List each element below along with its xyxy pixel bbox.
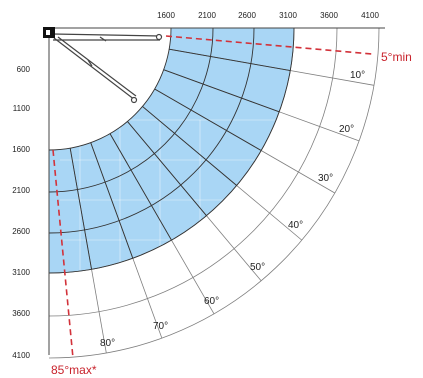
y-tick: 3600 [12,309,30,318]
angle-label: 50° [250,262,265,273]
y-tick: 1600 [12,145,30,154]
band-radial [90,142,134,259]
band-arc [48,27,295,274]
y-tick: 4100 [12,351,30,360]
band-radial [109,133,172,241]
angle-labels: 10° 20° 30° 40° 50° 60° 70° 80° [100,70,365,349]
band-radial [69,148,92,270]
x-tick: 3600 [320,11,338,20]
angle-label: 40° [288,220,303,231]
max-angle-label: 85°max* [51,363,97,377]
band-arc [48,27,255,234]
band-light-grid [60,119,290,270]
y-tick: 1100 [13,104,31,113]
reach-band [49,28,294,273]
y-tick: 600 [17,65,31,74]
angle-label: 80° [100,338,115,349]
min-angle-limit-line [165,35,373,55]
min-angle-label: 5°min [381,50,412,64]
x-axis-ticks: 1600 2100 2600 3100 3600 4100 [157,11,379,20]
band-grid-lines [48,27,295,274]
band-arc [48,27,172,151]
x-tick: 2100 [198,11,216,20]
y-tick: 3100 [12,268,30,277]
y-axis-ticks: 600 1100 1600 2100 2600 3100 3600 4100 [12,65,30,360]
band-radial [169,48,291,71]
x-tick: 3100 [279,11,297,20]
band-radial [142,106,237,186]
angle-label: 10° [350,70,365,81]
max-angle-limit-line [52,149,74,359]
band-arc [48,27,214,193]
awning-arm-icon [52,33,163,104]
angle-label: 60° [204,296,219,307]
angle-label: 20° [339,124,354,135]
x-tick: 4100 [361,11,379,20]
y-tick: 2100 [12,186,30,195]
grid-arc [48,27,338,317]
angle-label: 70° [153,321,168,332]
wall-bracket-icon [43,27,55,38]
x-tick: 1600 [157,11,175,20]
x-tick: 2600 [238,11,256,20]
band-radial [163,69,280,113]
band-radial [127,121,207,216]
angle-label: 30° [318,173,333,184]
y-tick: 2600 [12,227,30,236]
grid-arc [48,27,380,359]
band-radial [154,88,262,151]
